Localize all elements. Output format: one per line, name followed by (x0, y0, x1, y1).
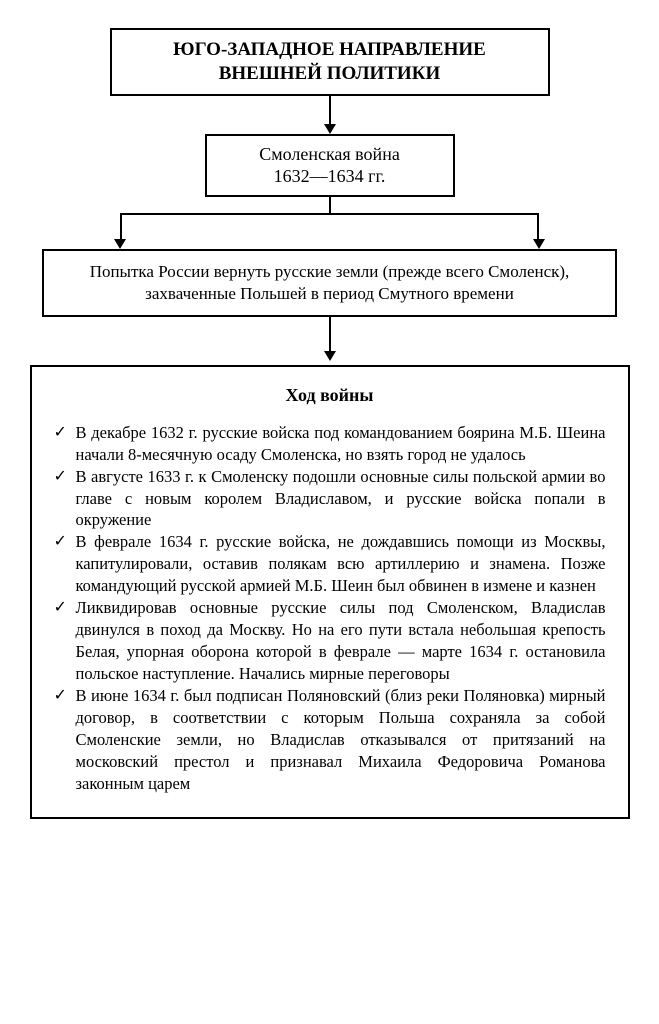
event-item: В феврале 1634 г. русские войска, не дож… (54, 531, 606, 597)
event-item: В августе 1633 г. к Смоленску подошли ос… (54, 466, 606, 532)
events-box: Ход войны В декабре 1632 г. русские войс… (30, 365, 630, 819)
title-line1: ЮГО-ЗАПАДНОЕ НАПРАВЛЕНИЕ (173, 39, 486, 60)
subheading-line2: 1632—1634 гг. (274, 166, 386, 186)
event-item: Ликвидировав основные русские силы под С… (54, 597, 606, 685)
subheading-box: Смоленская война 1632—1634 гг. (205, 134, 455, 197)
title-line2: ВНЕШНЕЙ ПОЛИТИКИ (219, 63, 441, 84)
description-box: Попытка России вернуть русские земли (пр… (42, 249, 617, 317)
flow-diagram: ЮГО-ЗАПАДНОЕ НАПРАВЛЕНИЕ ВНЕШНЕЙ ПОЛИТИК… (28, 28, 631, 819)
connector-1 (28, 96, 631, 134)
event-item: В июне 1634 г. был подписан Поляновский … (54, 685, 606, 795)
subheading-line1: Смоленская война (259, 144, 400, 164)
events-list: В декабре 1632 г. русские войска под ком… (54, 422, 606, 795)
title-box: ЮГО-ЗАПАДНОЕ НАПРАВЛЕНИЕ ВНЕШНЕЙ ПОЛИТИК… (110, 28, 550, 96)
description-text: Попытка России вернуть русские земли (пр… (90, 262, 570, 303)
event-item: В декабре 1632 г. русские войска под ком… (54, 422, 606, 466)
connector-2 (28, 197, 631, 249)
connector-3 (28, 317, 631, 365)
events-heading: Ход войны (54, 385, 606, 406)
